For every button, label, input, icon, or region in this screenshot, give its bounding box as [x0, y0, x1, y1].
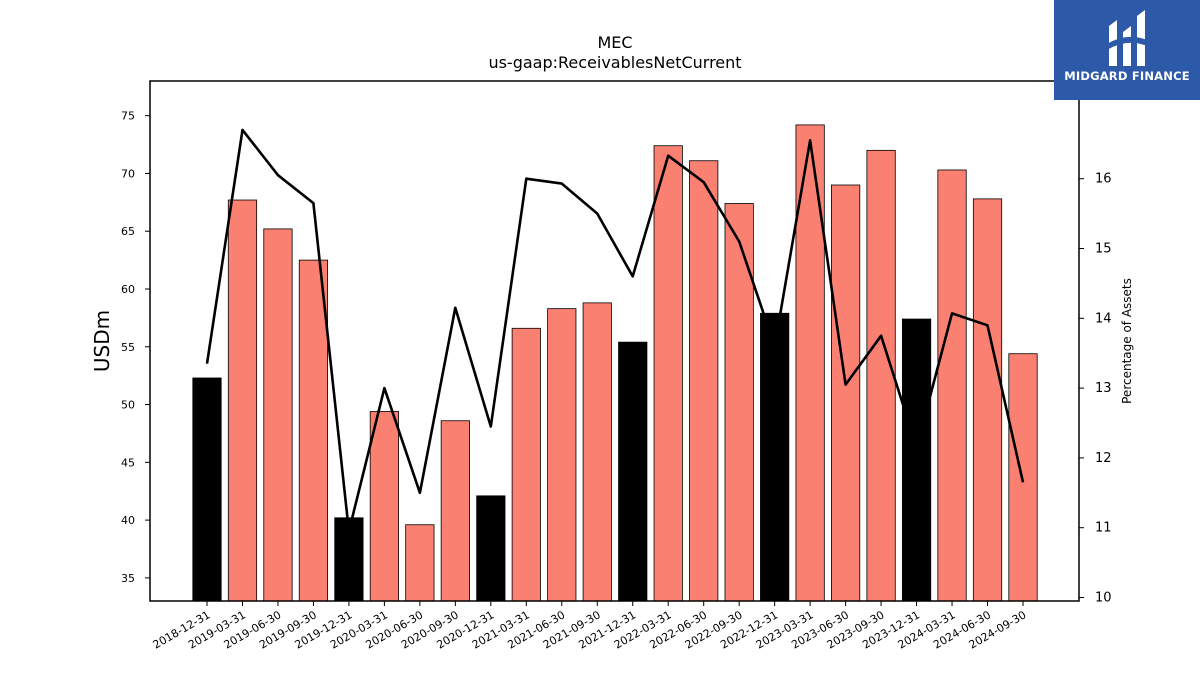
- bar-series: [192, 124, 1038, 602]
- y-tick-label: 40: [121, 514, 135, 527]
- y-tick-label: 35: [121, 572, 135, 585]
- brand-name: MIDGARD FINANCE: [1064, 69, 1190, 83]
- bar-2021-03-31: [511, 327, 541, 602]
- bar-2020-12-31: [476, 495, 506, 602]
- brand-logo: MIDGARD FINANCE: [1054, 0, 1200, 100]
- y-tick-label: 55: [121, 341, 135, 354]
- bar-2019-09-30: [298, 259, 329, 602]
- bar-2021-12-31: [618, 341, 648, 602]
- y-tick-label: 65: [121, 225, 135, 238]
- chart-subtitle: us-gaap:ReceivablesNetCurrent: [488, 53, 741, 72]
- line-series: [205, 128, 1025, 533]
- midgard-logo-icon: [1107, 10, 1147, 66]
- y2-tick-label: 14: [1095, 311, 1112, 326]
- bar-2023-12-31: [901, 318, 932, 602]
- bar-2019-03-31: [227, 199, 258, 602]
- bar-2023-06-30: [831, 184, 861, 602]
- y2-tick-label: 11: [1095, 521, 1112, 536]
- bar-2018-12-31: [192, 377, 222, 602]
- bar-2020-06-30: [405, 524, 435, 602]
- line-path: [205, 128, 1025, 533]
- bar-2021-09-30: [582, 302, 612, 602]
- bar-2020-03-31: [369, 411, 399, 602]
- plot-frame: [149, 80, 1080, 602]
- bar-2024-06-30: [972, 198, 1003, 602]
- y-axis-label: USDm: [90, 310, 114, 372]
- bar-2024-03-31: [937, 169, 967, 602]
- y2-tick-label: 10: [1095, 591, 1112, 606]
- bar-2019-06-30: [263, 228, 293, 602]
- bar-2022-06-30: [689, 160, 719, 602]
- y-tick-label: 60: [121, 283, 135, 296]
- bar-2022-09-30: [724, 203, 754, 602]
- y2-tick-label: 16: [1095, 172, 1112, 187]
- bar-2021-06-30: [547, 308, 577, 602]
- y-tick-label: 70: [121, 167, 135, 180]
- bar-2022-03-31: [653, 145, 683, 602]
- y2-axis-label: Percentage of Assets: [1120, 278, 1134, 404]
- y-tick-label: 45: [121, 456, 135, 469]
- y2-tick-label: 15: [1095, 242, 1112, 257]
- y2-tick-label: 13: [1095, 381, 1112, 396]
- chart-title: MEC: [597, 33, 632, 52]
- y-tick-label: 75: [121, 110, 135, 123]
- bar-2022-12-31: [760, 312, 790, 602]
- bar-2020-09-30: [440, 420, 470, 602]
- y-tick-label: 50: [121, 399, 135, 412]
- bar-2023-09-30: [866, 149, 896, 602]
- y2-tick-label: 12: [1095, 451, 1112, 466]
